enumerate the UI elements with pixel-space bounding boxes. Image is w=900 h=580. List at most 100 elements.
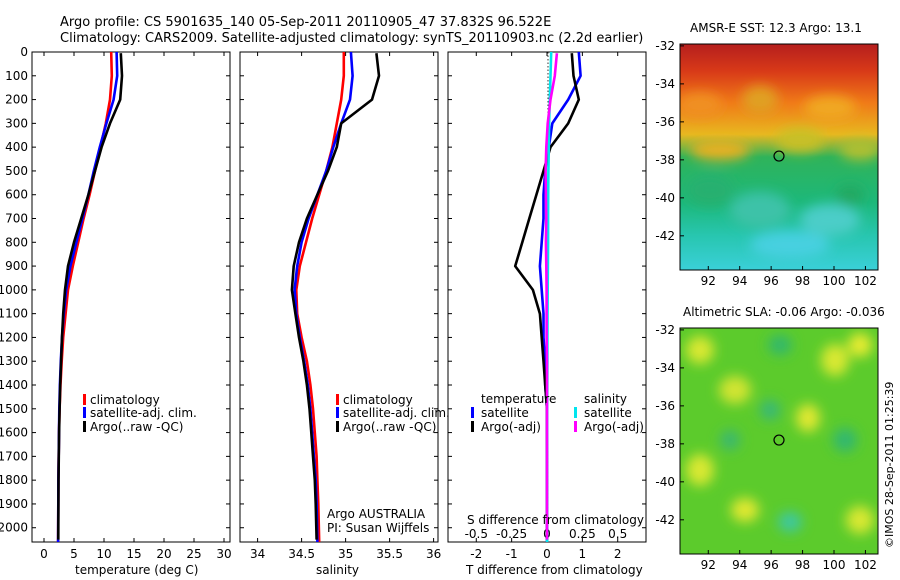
legend-swatch-satellite: [336, 407, 339, 418]
legend-label-s-argo: Argo(-adj): [584, 420, 644, 434]
salinity-axes-frame: [239, 51, 439, 543]
map-x-tick-label: 98: [795, 558, 810, 572]
y-tick-label: 900: [5, 259, 28, 273]
difference-y-ticks: [448, 51, 646, 529]
y-tick-label: 100: [5, 69, 28, 83]
map-x-tick-label: 100: [823, 274, 846, 288]
map-x-tick-label: 102: [854, 274, 877, 288]
legend-label-t-argo: Argo(-adj): [481, 420, 541, 434]
t-difference-label: T difference from climatology: [465, 563, 643, 577]
argo-float-marker: [773, 434, 785, 446]
x-tick-label: 15: [126, 547, 141, 561]
salinity-xlabel: salinity: [316, 563, 359, 577]
x-tick-label: 0: [543, 547, 551, 561]
sst-map-panel: AMSR-E SST: 12.3 Argo: 13.1 -32 -34 -36 -38…: [655, 21, 879, 288]
x-tick-label: 36: [426, 547, 441, 561]
temperature-y-ticks: 0 100 200 300 400 500 600 700 800 900 1000 1100 1200…: [0, 45, 230, 535]
y-tick-label: 1200: [0, 330, 28, 344]
map-y-tick-label: -38: [655, 153, 675, 167]
map-y-tick-label: -40: [655, 191, 675, 205]
x-tick-label: -2: [470, 547, 482, 561]
y-tick-label: 300: [5, 116, 28, 130]
map-y-tick-label: -42: [655, 513, 675, 527]
difference-s-ticks: -0.5 -0.25 0 0.25 0.5: [465, 527, 628, 541]
legend-label-s-satellite: satellite: [584, 406, 632, 420]
map-x-tick-label: 96: [764, 274, 779, 288]
x-tick-label: 25: [186, 547, 201, 561]
x-tick-label: 35.5: [376, 547, 403, 561]
legend-swatch-argo: [83, 421, 86, 432]
sst-map-x-ticks: 92 94 96 98 100 102: [701, 266, 877, 288]
temperature-x-ticks: 0 5 10 15 20 25 30: [40, 52, 232, 561]
y-tick-label: 800: [5, 235, 28, 249]
x-tick-label: 35: [338, 547, 353, 561]
map-x-tick-label: 96: [764, 558, 779, 572]
temperature-xlabel: temperature (deg C): [75, 563, 198, 577]
legend-swatch-t-argo: [471, 421, 474, 432]
legend-swatch-s-satellite: [574, 407, 577, 418]
series-line-4: [544, 53, 559, 540]
legend-swatch-t-satellite: [471, 407, 474, 418]
y-tick-label: 1600: [0, 426, 28, 440]
legend-swatch-s-argo: [574, 421, 577, 432]
temperature-legend: climatology satellite-adj. clim. Argo(..…: [83, 393, 197, 434]
salinity-panel: 34 34.5 35 35.5 36 salinity climatology sate…: [239, 51, 450, 577]
y-tick-label: 1700: [0, 449, 28, 463]
y-tick-label: 500: [5, 164, 28, 178]
y-tick-label: 200: [5, 93, 28, 107]
map-y-tick-label: -36: [655, 399, 675, 413]
y-tick-label: 1100: [0, 307, 28, 321]
temperature-profiles: [56, 51, 124, 543]
sla-map-y-ticks: -32 -34 -36 -38 -40 -42: [655, 323, 684, 527]
sla-map-frame: [679, 327, 879, 555]
sst-map-y-ticks: -32 -34 -36 -38 -40 -42: [655, 39, 684, 243]
y-tick-label: 1300: [0, 354, 28, 368]
legend-swatch-argo: [336, 421, 339, 432]
argo-australia-label: Argo AUSTRALIA: [327, 507, 426, 521]
s-tick-label: -0.25: [496, 527, 527, 541]
sla-heatmap: [680, 328, 878, 554]
x-tick-label: -1: [506, 547, 518, 561]
x-tick-label: 1: [579, 547, 587, 561]
map-y-tick-label: -32: [655, 39, 675, 53]
sst-map-frame: [679, 43, 879, 271]
sst-map-title: AMSR-E SST: 12.3 Argo: 13.1: [690, 21, 862, 35]
map-y-tick-label: -42: [655, 229, 675, 243]
s-difference-label: S difference from climatology: [467, 513, 644, 527]
x-tick-label: 20: [156, 547, 171, 561]
x-tick-label: 0: [40, 547, 48, 561]
y-tick-label: 600: [5, 188, 28, 202]
temperature-axes-frame: [31, 51, 231, 543]
y-tick-label: 0: [20, 45, 28, 59]
map-y-tick-label: -38: [655, 437, 675, 451]
legend-label-climatology: climatology: [343, 393, 413, 407]
sst-heatmap: [680, 44, 878, 270]
difference-legend: temperature salinity satellite Argo(-adj…: [471, 392, 644, 434]
legend-label-argo: Argo(..raw -QC): [343, 420, 436, 434]
salinity-y-ticks: [240, 51, 438, 529]
title-line-1: Argo profile: CS 5901635_140 05-Sep-2011…: [60, 15, 551, 30]
sla-map-title: Altimetric SLA: -0.06 Argo: -0.036: [683, 305, 885, 319]
argo-float-marker: [773, 150, 785, 162]
legend-label-climatology: climatology: [90, 393, 160, 407]
x-tick-label: 10: [96, 547, 111, 561]
map-y-tick-label: -32: [655, 323, 675, 337]
legend-label-satellite: satellite-adj. clim.: [343, 406, 450, 420]
legend-label-argo: Argo(..raw -QC): [90, 420, 183, 434]
map-y-tick-label: -40: [655, 475, 675, 489]
legend-header-salinity: salinity: [584, 392, 627, 406]
imos-credit: ©IMOS 28-Sep-2011 01:25:39: [883, 382, 896, 548]
y-tick-label: 1800: [0, 473, 28, 487]
x-tick-label: 34.5: [288, 547, 315, 561]
sla-map-panel: Altimetric SLA: -0.06 Argo: -0.036 -32 -3…: [655, 305, 884, 572]
x-tick-label: 2: [614, 547, 622, 561]
map-y-tick-label: -34: [655, 77, 675, 91]
series-line-3: [57, 53, 124, 540]
y-tick-label: 1900: [0, 497, 28, 511]
map-x-tick-label: 92: [701, 558, 716, 572]
legend-swatch-climatology: [83, 394, 86, 405]
salinity-legend: climatology satellite-adj. clim. Argo(..…: [336, 393, 450, 434]
y-tick-label: 2000: [0, 521, 28, 535]
map-x-tick-label: 94: [732, 274, 747, 288]
title-line-2: Climatology: CARS2009. Satellite-adjuste…: [60, 31, 643, 46]
